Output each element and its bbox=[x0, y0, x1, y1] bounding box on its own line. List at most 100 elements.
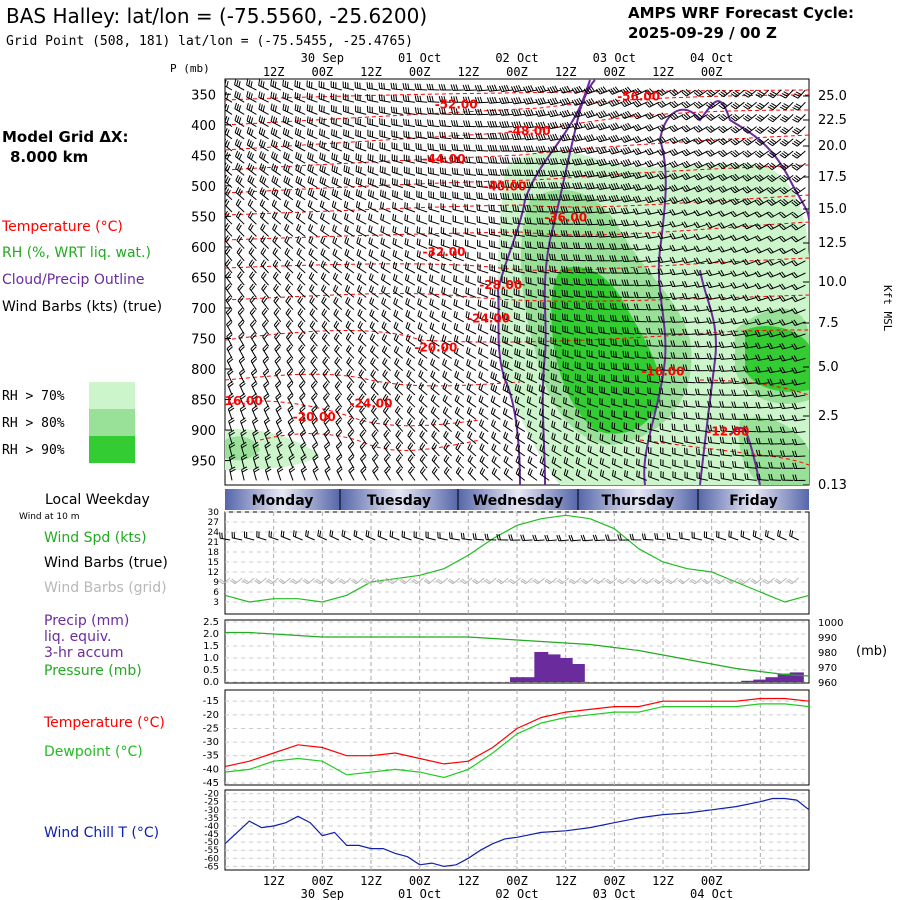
wind-barb-feather bbox=[502, 371, 505, 378]
wind-barb-feather bbox=[656, 138, 662, 144]
wind-barb-shaft bbox=[322, 361, 330, 371]
wind-barb-feather bbox=[683, 90, 689, 96]
wind-barb-shaft bbox=[441, 244, 452, 250]
wind-barb-feather bbox=[248, 80, 251, 87]
wind-barb-shaft bbox=[334, 373, 343, 384]
wind-barb-feather bbox=[635, 208, 639, 214]
wind-barb-feather bbox=[393, 309, 397, 316]
wind-barb-shaft bbox=[660, 199, 672, 204]
wind-barb-shaft bbox=[381, 338, 391, 347]
wind-barb-feather bbox=[492, 396, 496, 403]
wind-barb-shaft bbox=[307, 133, 318, 140]
wind-barb-feather bbox=[393, 94, 395, 102]
wind-barb-shaft bbox=[380, 243, 391, 250]
wind-barb-shaft bbox=[513, 101, 525, 105]
wind-barb-feather bbox=[347, 441, 353, 447]
wind-barb-shaft bbox=[514, 329, 525, 335]
wind-barb-feather bbox=[307, 152, 310, 159]
wind-barb-feather bbox=[480, 168, 483, 175]
wind-barb-shaft bbox=[599, 296, 611, 298]
wind-barb-feather bbox=[612, 338, 615, 346]
wind-barb-shaft bbox=[489, 209, 501, 213]
wind-barb-feather bbox=[307, 200, 311, 207]
wind-barb-feather bbox=[498, 97, 503, 104]
wind-barb-feather bbox=[551, 277, 554, 284]
wind-barb-feather bbox=[494, 349, 497, 356]
wind-barb-feather bbox=[615, 351, 617, 358]
wind-barb-shaft bbox=[501, 186, 513, 189]
wind-barb-feather bbox=[669, 114, 675, 121]
wind-barb-feather bbox=[681, 269, 686, 276]
wind-barb-feather bbox=[270, 115, 273, 122]
wind-barb-feather bbox=[477, 108, 481, 115]
wind-barb-feather bbox=[647, 232, 652, 239]
wind-barb-feather bbox=[265, 444, 271, 449]
wind-barb-feather bbox=[515, 467, 519, 474]
wind-barb-feather bbox=[264, 407, 270, 412]
wind-barb-feather bbox=[602, 98, 608, 104]
wind-barb-shaft bbox=[684, 223, 696, 228]
wind-barb-shaft bbox=[346, 398, 355, 408]
wind-barb-shaft bbox=[574, 307, 586, 311]
wind-barb-feather bbox=[333, 141, 336, 148]
wind-barb-feather bbox=[635, 220, 639, 226]
wind-barb-shaft bbox=[734, 150, 745, 158]
wind-barb-feather bbox=[416, 274, 420, 281]
wind-barb-feather bbox=[720, 174, 725, 180]
wind-barb-shaft bbox=[418, 387, 428, 396]
wind-barb-feather bbox=[562, 122, 566, 129]
wind-barb-feather bbox=[307, 212, 311, 219]
wind-barb-feather bbox=[431, 311, 435, 318]
wind-barb-feather bbox=[720, 198, 725, 204]
wind-barb-feather bbox=[260, 116, 264, 123]
wind-barb-feather bbox=[490, 168, 493, 175]
wind-barb-shaft bbox=[405, 279, 416, 286]
wind-barb-feather bbox=[550, 384, 553, 391]
wind-barb-shaft bbox=[452, 137, 464, 140]
wind-barb-shaft bbox=[611, 138, 623, 143]
wind-barb-feather bbox=[658, 316, 661, 323]
wind-barb-feather bbox=[540, 133, 544, 140]
wind-barb-feather bbox=[261, 295, 266, 302]
wind-barb-shaft bbox=[685, 138, 696, 145]
wind-barb-shaft bbox=[721, 296, 733, 301]
wind-barb-feather bbox=[311, 94, 313, 101]
wind-barb-shaft bbox=[396, 471, 404, 481]
wind-barb-feather bbox=[575, 266, 578, 273]
top-hour-label: 12Z bbox=[652, 65, 674, 79]
wind-barb-feather bbox=[721, 377, 725, 384]
wind-barb-feather bbox=[722, 448, 725, 456]
wind-barb-shaft bbox=[272, 240, 282, 249]
wind-barb-feather bbox=[359, 334, 364, 341]
wind-barb-feather bbox=[538, 372, 541, 379]
wind-barb-shaft bbox=[429, 315, 440, 323]
wind-barb-feather bbox=[720, 138, 726, 144]
wind-barb-shaft bbox=[489, 233, 501, 237]
wind-barb-feather bbox=[226, 285, 232, 291]
wind-barb-shaft bbox=[467, 472, 477, 481]
wind-barb-shaft bbox=[369, 326, 379, 335]
wind-barb-feather bbox=[336, 454, 342, 459]
wind-barb-feather bbox=[336, 407, 342, 413]
wind-barb-feather bbox=[261, 152, 264, 159]
wind-barb-feather bbox=[494, 145, 498, 152]
wind-barb-shaft bbox=[526, 353, 538, 359]
wind-barb-shaft bbox=[660, 357, 672, 359]
wind-barb-shaft bbox=[381, 290, 391, 298]
wind-barb-feather bbox=[489, 132, 493, 140]
wind-barb-feather bbox=[529, 469, 533, 476]
wind-barb-shaft bbox=[455, 436, 465, 445]
wind-barb-feather bbox=[547, 158, 551, 165]
wind-barb-feather bbox=[717, 199, 723, 205]
wind-barb-shaft bbox=[685, 101, 696, 109]
wind-barb-feather bbox=[444, 396, 448, 403]
wind-barb-feather bbox=[249, 200, 254, 207]
wind-barb-feather bbox=[695, 150, 701, 156]
wind-barb-feather bbox=[517, 433, 521, 440]
wind-barb-feather bbox=[259, 199, 264, 206]
wind-barb-feather bbox=[371, 454, 377, 460]
wind-barb-feather bbox=[588, 134, 593, 141]
wind-barb-feather bbox=[237, 200, 242, 207]
wind-barb-feather bbox=[393, 333, 397, 340]
wind-barb-shaft bbox=[467, 436, 477, 445]
